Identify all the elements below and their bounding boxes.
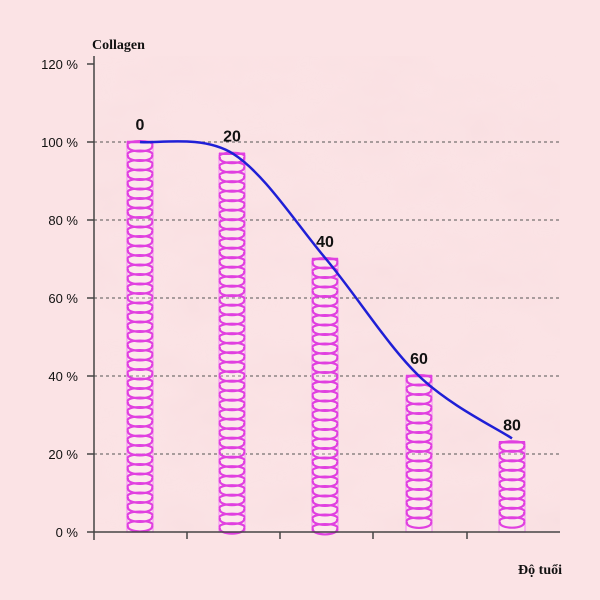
- bar-age-label: 40: [316, 234, 334, 251]
- y-tick-label: 80 %: [48, 213, 78, 228]
- y-tick-label: 60 %: [48, 291, 78, 306]
- y-tick-label: 20 %: [48, 447, 78, 462]
- y-tick-label: 0 %: [56, 525, 79, 540]
- bar-coil: [311, 256, 339, 536]
- y-axis-label: Collagen: [92, 38, 145, 53]
- marble-texture: [94, 56, 560, 534]
- bar-coil: [126, 139, 154, 533]
- y-tick-label: 100 %: [41, 135, 78, 150]
- category-labels: 0 20 40 60 80: [136, 117, 521, 434]
- trend-curve: [139, 140, 513, 440]
- bar-age-label: 20: [223, 129, 241, 146]
- bar-coil: [218, 151, 246, 535]
- y-tick-label: 40 %: [48, 369, 78, 384]
- bar-age-label: 60: [410, 351, 428, 368]
- y-tick-labels: 0 % 20 % 40 % 60 % 80 % 100 % 120 %: [41, 57, 78, 540]
- bar: [405, 373, 433, 533]
- bar-frame: [311, 258, 339, 533]
- bar-age-label: 0: [136, 117, 145, 134]
- y-tick-label: 120 %: [41, 57, 78, 72]
- bar: [126, 139, 154, 533]
- bar: [218, 151, 246, 535]
- bar-age-label: 80: [503, 417, 521, 434]
- bar: [311, 256, 339, 536]
- bars: [126, 139, 526, 536]
- axes: [87, 56, 560, 540]
- bar-coil: [405, 373, 433, 530]
- bar-coil: [498, 440, 526, 529]
- bar: [498, 440, 526, 533]
- collagen-curve: [139, 140, 513, 440]
- x-axis-label: Độ tuổi: [518, 563, 562, 578]
